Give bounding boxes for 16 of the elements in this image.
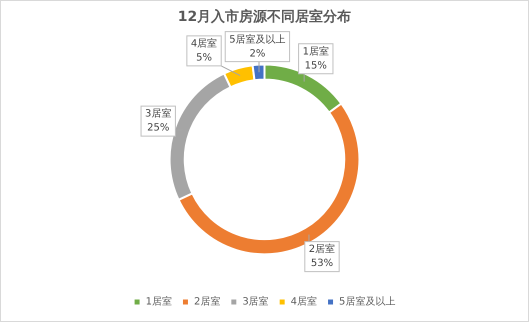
legend-label: 5居室及以上 [339, 296, 396, 308]
slice-label: 3居室 [145, 108, 172, 120]
data-label: 5% [196, 52, 212, 64]
slice-label: 1居室 [302, 45, 329, 58]
slice-label: 5居室及以上 [229, 33, 286, 46]
legend-label: 1居室 [146, 296, 172, 308]
slice-label: 2居室 [308, 243, 336, 256]
legend-label: 3居室 [242, 296, 269, 308]
data-label: 15% [304, 60, 327, 72]
legend-label: 4居室 [290, 296, 318, 308]
slice-label: 4居室 [190, 38, 218, 50]
legend-label: 2居室 [194, 296, 220, 308]
data-label: 53% [310, 258, 334, 270]
data-label: 2% [249, 48, 266, 60]
chart-title: 12月入市房源不同居室分布 [178, 8, 352, 26]
data-label: 25% [147, 122, 170, 134]
